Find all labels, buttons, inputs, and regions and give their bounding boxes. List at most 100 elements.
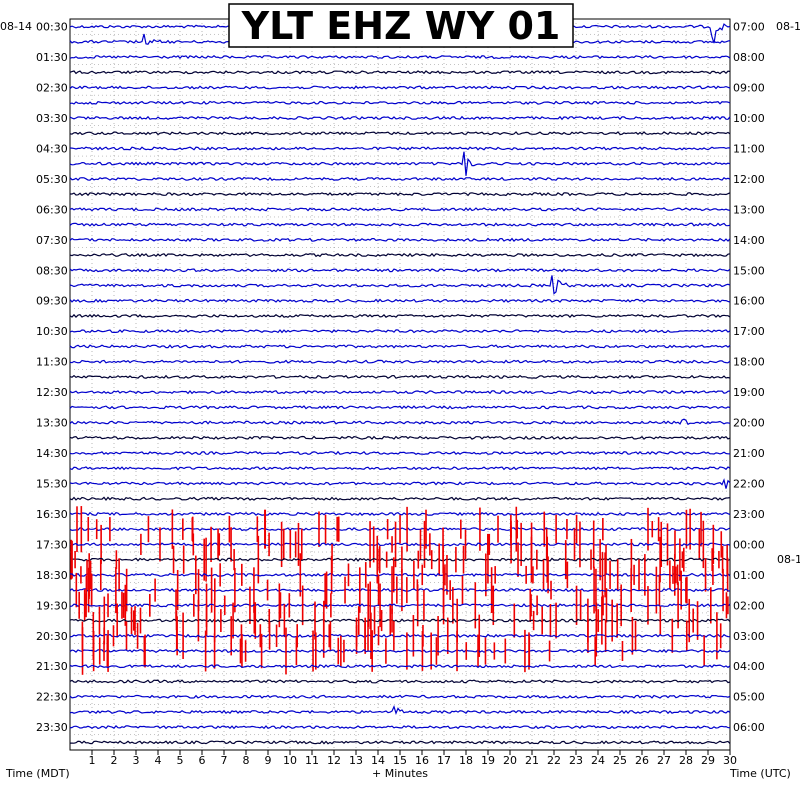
right-time-label: 14:00 — [733, 234, 765, 247]
seismic-trace — [69, 146, 731, 151]
seismic-trace — [69, 664, 731, 669]
seismic-trace — [69, 55, 731, 60]
x-tick-label: 13 — [349, 754, 363, 767]
seismic-trace — [69, 252, 731, 258]
right-time-label: 19:00 — [733, 386, 765, 399]
x-tick-label: 27 — [657, 754, 671, 767]
right-date-label-top: 08-1 — [776, 20, 800, 33]
seismic-trace — [69, 389, 731, 395]
seismic-trace — [69, 275, 731, 295]
x-tick-label: 3 — [133, 754, 140, 767]
right-time-label: 15:00 — [733, 264, 765, 277]
seismic-trace — [69, 450, 731, 456]
x-tick-label: 15 — [393, 754, 407, 767]
x-tick-label: 19 — [481, 754, 495, 767]
left-time-label: 09:30 — [36, 295, 68, 308]
x-tick-label: 2 — [111, 754, 118, 767]
right-time-label: 10:00 — [733, 112, 765, 125]
seismic-trace — [69, 100, 731, 105]
right-time-labels: 07:00 08:00 09:00 10:00 11:00 12:00 13:00 14:00… — [733, 21, 765, 735]
seismic-trace — [69, 618, 731, 623]
right-time-label: 18:00 — [733, 356, 765, 369]
seismic-trace — [69, 237, 731, 243]
y-axis-label-left: Time (MDT) — [5, 767, 70, 780]
right-time-label: 09:00 — [733, 82, 765, 95]
right-date-label-mid: 08-15 — [777, 553, 800, 566]
right-time-label: 12:00 — [733, 173, 765, 186]
traces — [69, 23, 731, 745]
left-time-label: 22:30 — [36, 691, 68, 704]
y-axis-label-right: Time (UTC) — [729, 767, 791, 780]
chart-title: YLT EHZ WY 01 — [241, 4, 561, 48]
x-tick-label: 16 — [415, 754, 429, 767]
right-time-label: 21:00 — [733, 447, 765, 460]
seismic-trace — [69, 648, 731, 654]
x-tick-label: 26 — [635, 754, 649, 767]
right-time-label: 00:00 — [733, 538, 765, 551]
seismic-trace — [69, 725, 731, 730]
seismic-trace — [69, 633, 731, 638]
x-tick-label: 6 — [199, 754, 206, 767]
x-tick-label: 30 — [723, 754, 737, 767]
left-time-label: 20:30 — [36, 630, 68, 643]
left-time-label: 03:30 — [36, 112, 68, 125]
left-time-label: 05:30 — [36, 173, 68, 186]
right-time-label: 17:00 — [733, 325, 765, 338]
x-tick-label: 8 — [243, 754, 250, 767]
seismic-trace — [69, 587, 731, 593]
seismic-trace — [69, 115, 731, 121]
title-box — [228, 3, 574, 48]
right-time-label: 06:00 — [733, 721, 765, 734]
x-axis-label: + Minutes — [372, 767, 428, 780]
left-time-label: 13:30 — [36, 417, 68, 430]
left-time-label: 14:30 — [36, 447, 68, 460]
x-tick-label: 4 — [155, 754, 162, 767]
seismic-trace — [69, 694, 731, 699]
left-time-label: 23:30 — [36, 721, 68, 734]
x-tick-label: 22 — [547, 754, 561, 767]
seismic-trace — [69, 496, 731, 501]
seismic-trace — [69, 679, 731, 684]
seismic-trace — [70, 740, 731, 745]
seismic-trace — [69, 329, 731, 334]
right-time-label: 16:00 — [733, 295, 765, 308]
seismic-trace — [69, 222, 731, 227]
seismic-trace — [69, 435, 731, 440]
seismic-trace — [69, 313, 731, 319]
x-tick-label: 29 — [701, 754, 715, 767]
x-tick-label: 17 — [437, 754, 451, 767]
left-time-label: 04:30 — [36, 142, 68, 155]
x-tick-label: 25 — [613, 754, 627, 767]
seismic-trace — [69, 359, 731, 364]
seismic-trace — [69, 70, 731, 75]
x-tick-label: 24 — [591, 754, 605, 767]
right-time-label: 23:00 — [733, 508, 765, 521]
left-time-label: 11:30 — [36, 356, 68, 369]
x-tick-label: 7 — [221, 754, 228, 767]
x-tick-label: 5 — [177, 754, 184, 767]
seismic-trace — [69, 298, 731, 303]
seismic-trace — [69, 603, 731, 608]
x-tick-label: 14 — [371, 754, 385, 767]
left-time-label: 00:30 — [36, 21, 68, 34]
seismic-trace — [69, 131, 731, 136]
right-time-label: 05:00 — [733, 691, 765, 704]
left-time-label: 19:30 — [36, 599, 68, 612]
left-time-label: 06:30 — [36, 203, 68, 216]
seismic-trace — [70, 191, 731, 197]
left-time-label: 02:30 — [36, 82, 68, 95]
x-tick-label: 23 — [569, 754, 583, 767]
right-time-label: 07:00 — [733, 21, 765, 34]
seismic-trace — [69, 478, 731, 489]
seismic-trace — [69, 705, 731, 715]
right-time-label: 20:00 — [733, 417, 765, 430]
right-time-label: 03:00 — [733, 630, 765, 643]
left-time-labels: 00:30 01:30 02:30 03:30 04:30 05:30 06:30 07:30… — [36, 21, 68, 735]
x-tick-label: 1 — [89, 754, 96, 767]
seismic-trace — [69, 418, 731, 426]
x-tick-label: 20 — [503, 754, 517, 767]
left-time-label: 10:30 — [36, 325, 68, 338]
right-time-label: 04:00 — [733, 660, 765, 673]
left-time-label: 15:30 — [36, 477, 68, 490]
seismic-trace — [69, 85, 731, 90]
